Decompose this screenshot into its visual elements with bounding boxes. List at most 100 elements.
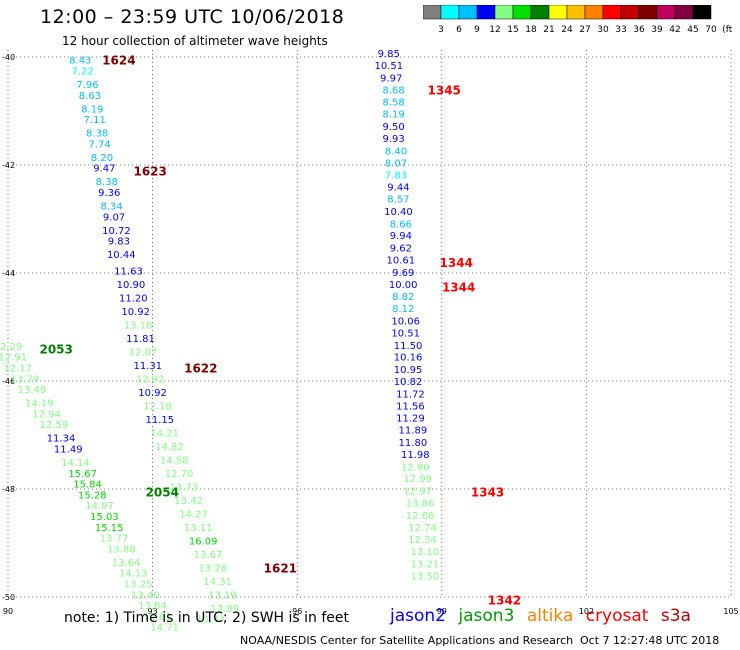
wave-height-value: 8.20 <box>91 153 113 164</box>
scale-label: 42 <box>669 25 680 35</box>
wave-height-value: 13.42 <box>174 496 203 507</box>
wave-height-value: 13.86 <box>406 499 435 510</box>
wave-height-value: 7.22 <box>72 67 94 78</box>
wave-height-value: 11.56 <box>396 401 425 412</box>
scale-label: (ft) <box>722 25 733 35</box>
wave-height-value: 8.63 <box>79 91 101 102</box>
wave-height-value: 7.11 <box>84 115 106 126</box>
wave-height-value: 12.99 <box>403 474 432 485</box>
y-tick-label: -44 <box>2 269 15 278</box>
pass-time-label: 1342 <box>488 594 521 608</box>
wave-height-value: 10.92 <box>138 388 167 399</box>
wave-height-value: 10.51 <box>391 328 420 339</box>
scale-label: 6 <box>456 25 462 35</box>
y-tick-label: -46 <box>2 377 15 386</box>
wave-height-value: 13.11 <box>184 523 213 534</box>
wave-height-value: 8.82 <box>392 292 414 303</box>
pass-time-label: 1624 <box>102 54 135 68</box>
y-tick-label: -40 <box>2 53 15 62</box>
wave-height-value: 12.90 <box>401 462 430 473</box>
wave-height-value: 13.64 <box>112 558 141 569</box>
scale-label: 70 <box>705 25 717 35</box>
wave-height-value: 11.50 <box>394 341 423 352</box>
wave-height-value: 8.38 <box>86 129 108 140</box>
wave-height-value: 12.70 <box>165 469 194 480</box>
scale-label: 21 <box>543 25 554 35</box>
wave-height-value: 14.58 <box>160 455 189 466</box>
wave-height-value: 13.88 <box>107 544 136 555</box>
scale-label: 3 <box>438 25 444 35</box>
wave-height-value: 13.79 <box>11 374 40 385</box>
wave-height-value: 11.31 <box>133 361 162 372</box>
wave-height-value: 11.72 <box>396 389 425 400</box>
wave-height-value: 13.19 <box>208 590 237 601</box>
scale-label: 27 <box>579 25 590 35</box>
wave-height-value: 10.90 <box>117 280 146 291</box>
wave-height-value: 11.63 <box>114 266 143 277</box>
wave-height-value: 8.19 <box>81 104 103 115</box>
wave-height-value: 13.77 <box>100 534 129 545</box>
wave-height-value: 13.10 <box>411 547 440 558</box>
wave-height-value: 10.40 <box>384 207 413 218</box>
wave-height-value: 11.49 <box>54 445 83 456</box>
x-tick-label: 99 <box>437 607 447 616</box>
wave-height-value: 9.93 <box>382 134 404 145</box>
wave-height-value: 12.29 <box>0 342 22 353</box>
wave-height-value: 8.40 <box>385 146 407 157</box>
page-title: 12:00 – 23:59 UTC 10/06/2018 <box>40 6 345 28</box>
wave-height-value: 9.69 <box>392 268 414 279</box>
wave-height-value: 12.59 <box>39 420 68 431</box>
wave-height-value: 15.03 <box>90 512 119 523</box>
wave-height-value: 11.80 <box>399 438 428 449</box>
pass-time-label: 1621 <box>264 561 297 575</box>
x-tick-label: 102 <box>579 607 594 616</box>
wave-height-value: 14.19 <box>25 399 54 410</box>
wave-height-value: 9.47 <box>93 164 115 175</box>
wave-height-value: 8.34 <box>100 202 122 213</box>
y-tick-label: -48 <box>2 485 15 494</box>
wave-height-value: 10.00 <box>389 280 418 291</box>
wave-height-value: 16.09 <box>189 536 218 547</box>
wave-height-value: 13.21 <box>411 560 440 571</box>
wave-height-value: 9.07 <box>103 212 125 223</box>
scale-label: 33 <box>615 25 626 35</box>
y-tick-label: -42 <box>2 161 15 170</box>
wave-height-value: 13.37 <box>196 615 225 626</box>
wave-height-value: 10.51 <box>374 61 403 72</box>
y-tick-label: -50 <box>2 593 15 602</box>
wave-height-value: 8.19 <box>382 110 404 121</box>
wave-height-value: 12.97 <box>403 487 432 498</box>
scale-label: 18 <box>525 25 537 35</box>
pass-time-label: 1343 <box>471 486 504 500</box>
wave-height-value: 8.38 <box>96 177 118 188</box>
wave-height-value: 12.17 <box>3 364 32 375</box>
wave-height-value: 11.98 <box>401 450 430 461</box>
wave-height-value: 8.58 <box>382 97 404 108</box>
wave-height-value: 15.84 <box>73 480 102 491</box>
wave-height-value: 7.96 <box>76 80 98 91</box>
wave-height-value: 13.49 <box>18 385 47 396</box>
wave-height-value: 12.07 <box>129 347 158 358</box>
scale-label: 12 <box>489 25 500 35</box>
wave-height-value: 10.06 <box>391 317 420 328</box>
wave-height-value: 14.97 <box>85 501 114 512</box>
pass-time-label: 2053 <box>39 343 72 357</box>
x-tick-label: 105 <box>723 607 738 616</box>
wave-height-value: 10.92 <box>121 307 150 318</box>
wave-height-value: 13.84 <box>138 601 167 612</box>
wave-height-value: 8.68 <box>382 85 404 96</box>
wave-height-value: 12.91 <box>0 353 27 364</box>
wave-height-value: 14.21 <box>150 428 179 439</box>
wave-height-value: 9.36 <box>98 188 120 199</box>
wave-height-value: 13.26 <box>199 563 228 574</box>
wave-height-value: 13.89 <box>211 604 240 615</box>
wave-height-value: 11.20 <box>119 293 148 304</box>
scale-label: 15 <box>507 25 518 35</box>
wave-height-value: 12.74 <box>408 523 437 534</box>
wave-height-value: 15.28 <box>78 490 107 501</box>
scale-label: 30 <box>597 25 609 35</box>
pass-time-label: 1344 <box>442 281 475 295</box>
wave-height-value: 13.25 <box>124 580 153 591</box>
wave-height-value: 10.82 <box>394 377 423 388</box>
